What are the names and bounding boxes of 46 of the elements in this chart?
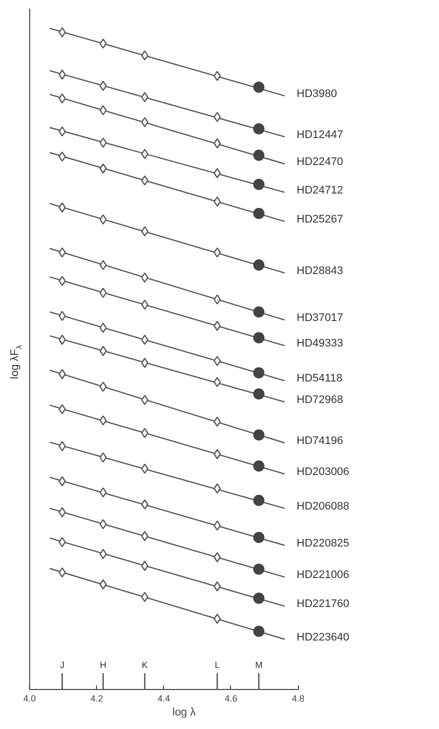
- point: [253, 564, 264, 575]
- point: [253, 208, 264, 220]
- x-tick-label: 4.6: [224, 694, 238, 704]
- point: [253, 178, 264, 190]
- series-label: HD203006: [296, 466, 350, 478]
- series-label: HD24712: [296, 184, 344, 196]
- series-label: HD221760: [296, 598, 350, 610]
- point: [253, 429, 264, 441]
- series-label: HD220825: [296, 537, 350, 550]
- series-label: HD74196: [296, 434, 344, 447]
- annotation: L: [214, 660, 220, 670]
- series-label: HD28843: [296, 264, 344, 277]
- point: [253, 306, 264, 318]
- series-label: HD223640: [296, 631, 350, 644]
- point: [253, 532, 264, 544]
- x-tick-label: 4.8: [292, 694, 304, 704]
- point: [253, 259, 264, 271]
- y-axis-title: log λFλ: [8, 345, 24, 379]
- series-label: HD12447: [296, 128, 344, 141]
- point: [253, 82, 264, 93]
- point: [253, 592, 264, 604]
- point: [253, 150, 264, 161]
- series-label: HD22470: [296, 156, 344, 168]
- series-label: HD3980: [296, 88, 338, 100]
- point: [253, 626, 264, 637]
- annotation: K: [142, 660, 148, 670]
- x-tick-label: 4.2: [90, 694, 104, 704]
- annotation: J: [60, 660, 64, 670]
- series-label: HD206088: [296, 500, 350, 512]
- annotation: M: [255, 660, 263, 670]
- series-label: HD221006: [296, 569, 350, 582]
- x-tick-label: 4.4: [158, 694, 170, 704]
- series-label: HD72968: [296, 394, 344, 406]
- x-axis-title: log λ: [172, 706, 196, 718]
- point: [253, 123, 264, 134]
- point: [253, 460, 264, 472]
- x-tick-label: 4.0: [23, 694, 36, 704]
- annotation: H: [100, 660, 106, 670]
- point: [253, 494, 264, 506]
- series-label: HD25267: [296, 213, 344, 226]
- point: [253, 367, 264, 378]
- series-label: HD54118: [296, 372, 342, 385]
- series-label: HD49333: [296, 338, 344, 350]
- point: [253, 332, 264, 344]
- series-label: HD37017: [296, 312, 344, 324]
- point: [253, 388, 264, 400]
